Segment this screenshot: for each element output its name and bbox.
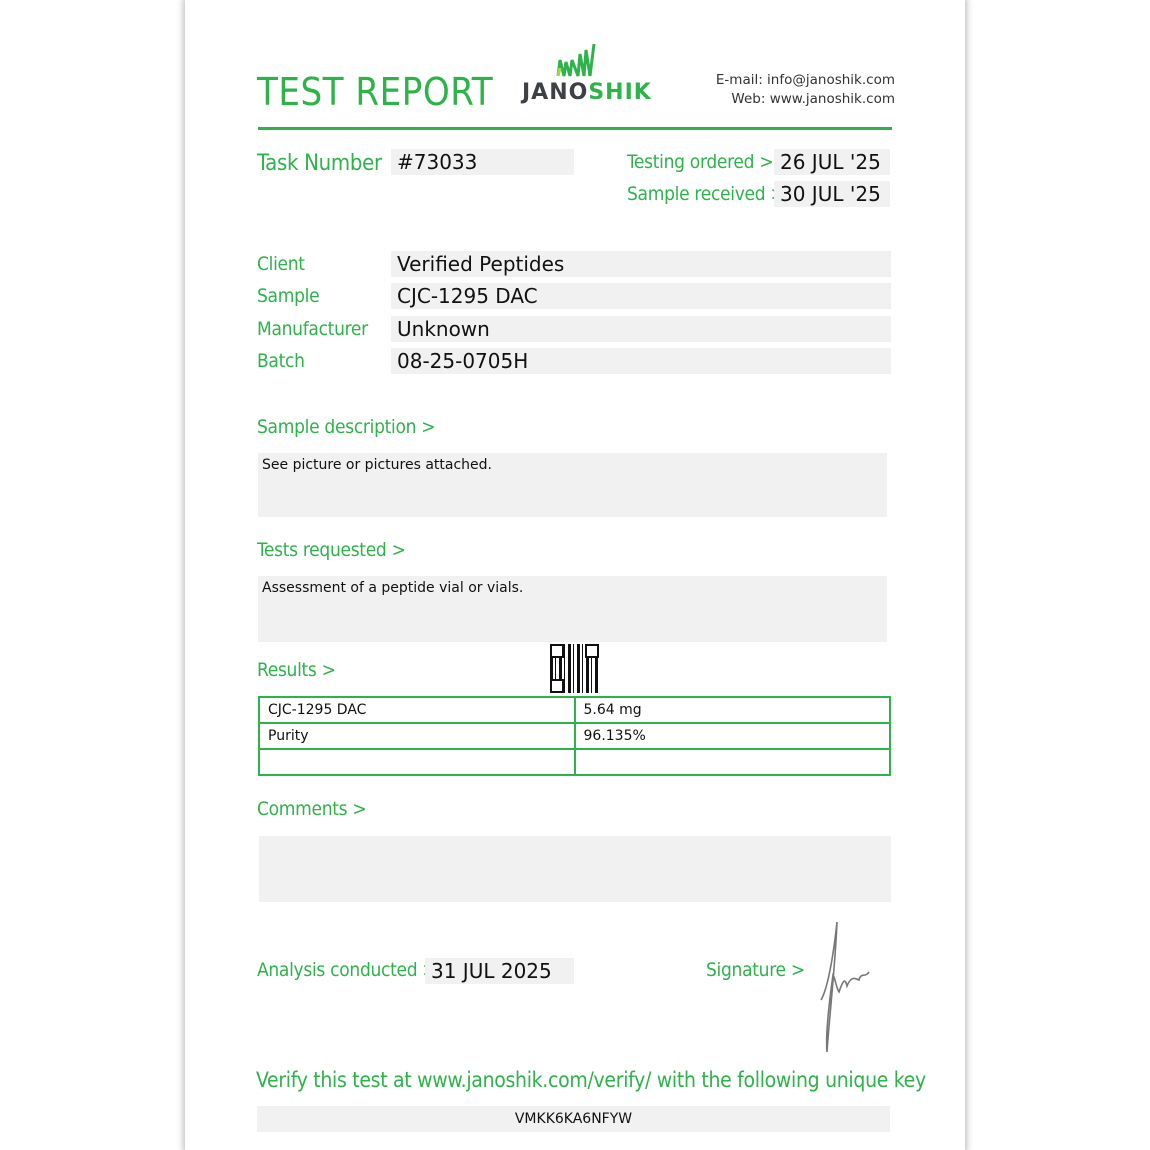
manufacturer-value: Unknown [391,316,891,342]
testing-ordered-value: 26 JUL '25 [774,149,890,175]
contact-info: E-mail: info@janoshik.com Web: www.janos… [716,71,895,109]
signature-label: Signature > [706,959,805,981]
table-row: CJC-1295 DAC 5.64 mg [258,696,891,724]
task-number-label: Task Number [257,151,382,176]
table-row [258,748,891,776]
sample-received-value: 30 JUL '25 [774,181,890,207]
logo-text: JANOSHIK [522,80,652,105]
verify-text: Verify this test at www.janoshik.com/ver… [256,1068,926,1092]
report-title: TEST REPORT [257,70,494,114]
result-value: 96.135% [573,722,891,750]
analysis-conducted-value: 31 JUL 2025 [425,958,574,984]
tests-requested-text: Assessment of a peptide vial or vials. [258,576,887,642]
web-text: Web: www.janoshik.com [731,91,895,107]
verify-key: VMKK6KA6NFYW [257,1106,890,1132]
result-value [573,748,891,776]
table-row: Purity 96.135% [258,722,891,750]
testing-ordered-label: Testing ordered > [627,151,774,173]
result-name: CJC-1295 DAC [258,696,576,724]
client-label: Client [257,253,305,275]
signature-image [820,921,870,1053]
sample-description-text: See picture or pictures attached. [258,453,887,517]
task-number-value: #73033 [391,149,574,175]
result-name [258,748,576,776]
logo-chart-icon [556,43,596,77]
comments-text [259,836,891,902]
tests-requested-label: Tests requested > [257,539,406,561]
results-label: Results > [257,659,336,681]
results-table: CJC-1295 DAC 5.64 mg Purity 96.135% [258,696,891,776]
analysis-conducted-label: Analysis conducted > [257,959,437,981]
sample-value: CJC-1295 DAC [391,283,891,309]
result-value: 5.64 mg [573,696,891,724]
manufacturer-label: Manufacturer [257,318,368,340]
batch-value: 08-25-0705H [391,348,891,374]
client-value: Verified Peptides [391,251,891,277]
sample-received-label: Sample received > [627,183,785,205]
sample-label: Sample [257,285,320,307]
janoshik-logo: JANOSHIK [520,40,651,110]
comments-label: Comments > [257,798,367,820]
header-divider [258,127,892,130]
sample-description-label: Sample description > [257,416,436,438]
result-name: Purity [258,722,576,750]
email-text: E-mail: info@janoshik.com [715,72,895,88]
batch-label: Batch [257,350,305,372]
qr-code-icon [550,644,599,693]
